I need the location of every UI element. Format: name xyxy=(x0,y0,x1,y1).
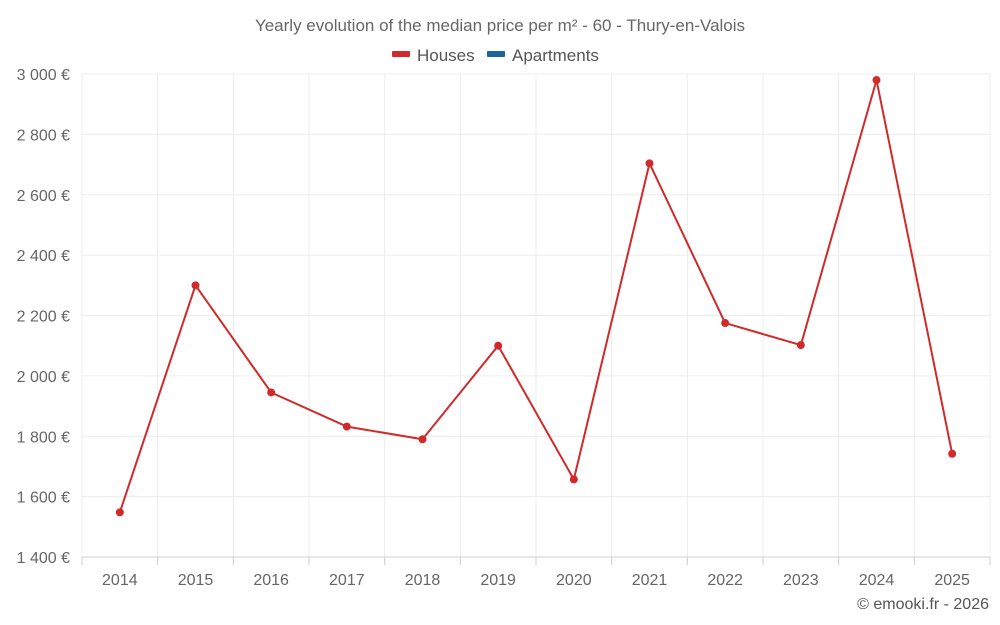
x-tick-label: 2018 xyxy=(405,572,441,589)
x-tick-label: 2021 xyxy=(632,572,668,589)
data-point-houses-2015[interactable] xyxy=(191,281,200,290)
x-tick-label: 2024 xyxy=(859,572,895,589)
legend: Houses Apartments xyxy=(392,46,599,65)
legend-label-apartments: Apartments xyxy=(512,46,599,65)
y-tick-label: 1 800 € xyxy=(17,429,70,446)
y-tick-label: 3 000 € xyxy=(17,67,70,84)
series-houses xyxy=(115,76,957,517)
data-point-houses-2022[interactable] xyxy=(721,319,730,328)
data-point-houses-2017[interactable] xyxy=(342,422,351,431)
x-tick-label: 2019 xyxy=(480,572,516,589)
legend-swatch-houses xyxy=(392,51,410,57)
x-tick-label: 2016 xyxy=(253,572,289,589)
data-point-houses-2018[interactable] xyxy=(418,435,427,444)
x-tick-label: 2014 xyxy=(102,572,138,589)
x-tick-label: 2022 xyxy=(707,572,743,589)
legend-swatch-apartments xyxy=(487,51,505,57)
x-tick-label: 2023 xyxy=(783,572,819,589)
data-point-houses-2023[interactable] xyxy=(796,341,805,350)
y-tick-label: 2 200 € xyxy=(17,309,70,326)
y-tick-label: 2 000 € xyxy=(17,369,70,386)
grid xyxy=(81,73,991,557)
y-tick-label: 2 800 € xyxy=(17,127,70,144)
credit-text: © emooki.fr - 2026 xyxy=(857,596,989,613)
x-tick-label: 2015 xyxy=(178,572,214,589)
series-line-houses xyxy=(118,79,954,513)
legend-item-houses[interactable]: Houses xyxy=(392,46,475,65)
data-point-houses-2025[interactable] xyxy=(948,449,957,458)
data-point-houses-2024[interactable] xyxy=(872,76,881,85)
data-point-houses-2019[interactable] xyxy=(494,341,503,350)
x-tick-label: 2017 xyxy=(329,572,365,589)
data-point-houses-2014[interactable] xyxy=(115,508,124,517)
y-tick-label: 1 400 € xyxy=(17,550,70,567)
chart-title: Yearly evolution of the median price per… xyxy=(255,16,745,35)
x-tick-label: 2020 xyxy=(556,572,592,589)
data-point-houses-2016[interactable] xyxy=(267,388,276,397)
axes: 1 400 € 1 600 € 1 800 € 2 000 € 2 200 € 2 400… xyxy=(17,67,991,589)
x-tick-label: 2025 xyxy=(934,572,970,589)
data-point-houses-2021[interactable] xyxy=(645,159,654,168)
legend-label-houses: Houses xyxy=(417,46,475,65)
data-point-houses-2020[interactable] xyxy=(569,475,578,484)
y-tick-label: 1 600 € xyxy=(17,490,70,507)
legend-item-apartments[interactable]: Apartments xyxy=(487,46,599,65)
y-tick-label: 2 600 € xyxy=(17,188,70,205)
y-tick-label: 2 400 € xyxy=(17,248,70,265)
